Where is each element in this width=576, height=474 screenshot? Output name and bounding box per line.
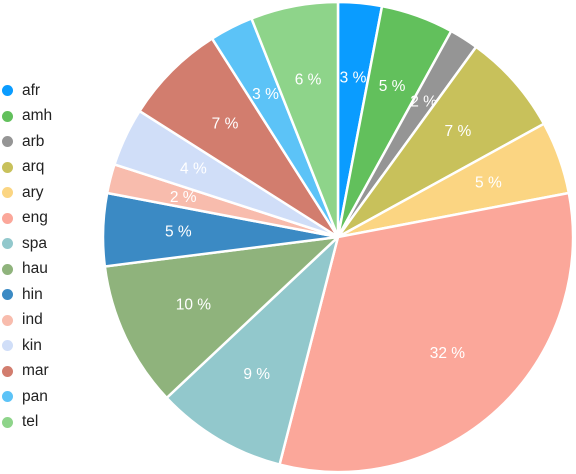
legend-swatch (2, 391, 13, 403)
legend-item-mar: mar (0, 359, 70, 385)
slice-label-eng: 32 % (430, 345, 466, 362)
pie-slice-arq (336, 45, 546, 239)
legend-swatch (2, 212, 13, 224)
legend-swatch (2, 340, 13, 352)
legend-item-arb: arb (0, 129, 70, 155)
slice-label-arq: 7 % (445, 123, 472, 140)
slice-label-tel: 6 % (295, 72, 322, 89)
legend-item-ary: ary (0, 180, 70, 206)
legend-swatch (2, 263, 13, 275)
legend-label: ary (22, 183, 44, 201)
legend-item-spa: spa (0, 231, 70, 257)
legend-item-tel: tel (0, 410, 70, 436)
pie-slice-spa (165, 235, 340, 466)
slice-label-ind: 2 % (170, 189, 197, 206)
slice-label-spa: 9 % (243, 366, 270, 383)
legend-label: eng (22, 209, 48, 227)
legend-swatch (2, 136, 13, 148)
legend-item-pan: pan (0, 384, 70, 410)
legend-label: amh (22, 107, 53, 125)
legend-label: mar (22, 362, 49, 380)
legend-swatch (2, 314, 13, 326)
legend-label: hau (22, 260, 48, 278)
legend-label: hin (22, 285, 43, 303)
slice-label-pan: 3 % (252, 86, 279, 103)
slice-label-mar: 7 % (212, 116, 239, 133)
slice-label-hau: 10 % (176, 297, 212, 314)
legend-item-hau: hau (0, 257, 70, 283)
legend-label: ind (22, 311, 43, 329)
slice-label-hin: 5 % (165, 224, 192, 241)
pie-slice-mar (138, 37, 340, 239)
legend-swatch (2, 238, 13, 250)
legend-item-ind: ind (0, 308, 70, 334)
legend-swatch (2, 416, 13, 428)
legend-item-amh: amh (0, 104, 70, 130)
legend: afr amh arb arq ary eng spa hau hin ind kin mar pan t… (0, 78, 70, 435)
slice-label-afr: 3 % (340, 69, 367, 86)
legend-swatch (2, 110, 13, 122)
legend-swatch (2, 289, 13, 301)
legend-label: afr (22, 81, 41, 99)
legend-label: arb (22, 132, 45, 150)
legend-item-eng: eng (0, 206, 70, 232)
slice-label-kin: 4 % (180, 161, 207, 178)
legend-label: arq (22, 158, 45, 176)
pie-slice-tel (250, 0, 340, 239)
legend-swatch (2, 187, 13, 199)
slice-label-amh: 5 % (379, 78, 406, 95)
legend-label: pan (22, 387, 48, 405)
legend-item-afr: afr (0, 78, 70, 104)
slice-label-arb: 2 % (410, 94, 437, 111)
pie-slice-hau (103, 235, 340, 400)
legend-swatch (2, 161, 13, 173)
slice-label-ary: 5 % (475, 174, 502, 191)
legend-item-kin: kin (0, 333, 70, 359)
pie-slice-eng (278, 191, 575, 474)
legend-item-arq: arq (0, 155, 70, 181)
legend-label: tel (22, 413, 39, 431)
legend-item-hin: hin (0, 282, 70, 308)
legend-swatch (2, 365, 13, 377)
legend-swatch (2, 85, 13, 97)
legend-label: spa (22, 234, 47, 252)
legend-label: kin (22, 336, 42, 354)
